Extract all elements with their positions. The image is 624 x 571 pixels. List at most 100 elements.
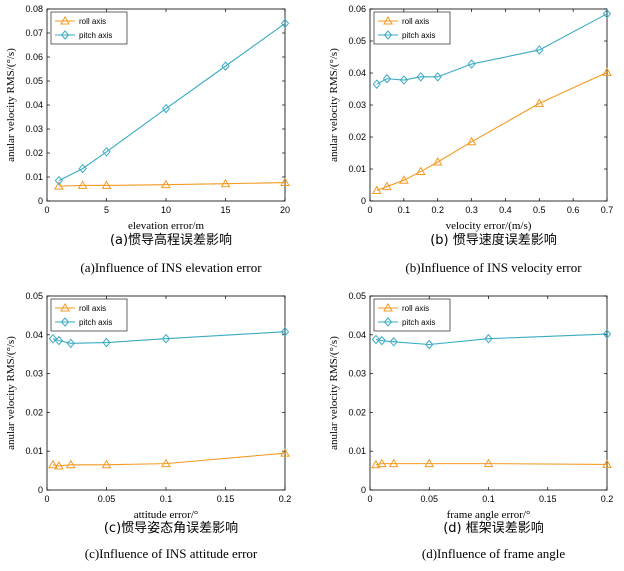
chart-panel-1: 0 0.1 0.2 0.3 0.4 0.5 0.6 0.7 0 0.01 0.02 0.03 0.04 0…	[328, 4, 613, 275]
pitch-axis-point	[102, 337, 111, 348]
roll-axis-point	[534, 98, 545, 107]
caption-english: (b)Influence of INS velocity error	[405, 260, 582, 275]
roll-axis-point	[101, 180, 112, 189]
legend: roll axis pitch axis	[50, 11, 128, 45]
legend-marker-triangle	[60, 15, 70, 25]
pitch-axis-point	[280, 18, 290, 29]
y-tick-label: 0.06	[25, 52, 43, 62]
pitch-axis-point	[389, 337, 398, 347]
x-tick-label: 0.7	[601, 205, 614, 215]
y-axis-label: anular velocity RMS/(°/s)	[5, 48, 17, 162]
series-line-roll-axis	[376, 71, 608, 191]
pitch-axis-point	[78, 163, 87, 174]
legend: roll axis pitch axis	[50, 298, 128, 332]
x-tick-label: 0.05	[98, 494, 116, 504]
pitch-axis-point	[425, 339, 434, 350]
roll-axis-point	[415, 166, 426, 176]
series-line-roll-axis	[375, 463, 608, 466]
y-tick-label: 0.01	[25, 172, 43, 182]
chart-panel-0: 0 5 10 15 20 0 0.01 0.02 0.03 0.04 0.05 0.06 0.07 0.0…	[5, 4, 290, 275]
legend-label: pitch axis	[402, 318, 435, 327]
caption-english: (a)Influence of INS elevation error	[80, 260, 262, 275]
y-tick-label: 0.07	[25, 28, 43, 38]
roll-axis-point	[48, 459, 58, 469]
caption-chinese: (b) 惯导速度误差影响	[430, 232, 557, 248]
x-tick-label: 5	[104, 205, 109, 215]
y-tick-label: 0.02	[348, 407, 366, 417]
y-tick-label: 0.03	[348, 100, 366, 110]
pitch-axis-point	[484, 333, 493, 344]
legend-box	[373, 11, 451, 45]
x-tick-label: 0	[367, 494, 372, 504]
legend-box	[50, 298, 128, 332]
x-axis-label: frame angle error/°	[447, 509, 531, 521]
pitch-axis-point	[54, 175, 64, 186]
x-tick-label: 0.3	[465, 205, 478, 215]
legend-label: pitch axis	[79, 31, 112, 40]
x-tick-label: 0	[44, 494, 49, 504]
series-line-pitch-axis	[58, 22, 286, 182]
y-tick-label: 0.02	[25, 148, 43, 158]
legend-marker-diamond	[60, 317, 70, 327]
roll-axis-point	[371, 459, 381, 469]
y-tick-label: 0.05	[25, 76, 43, 86]
roll-axis-point	[424, 458, 435, 468]
x-tick-label: 0.15	[217, 494, 235, 504]
legend-label: roll axis	[402, 17, 429, 26]
series-line-roll-axis	[52, 452, 286, 467]
roll-axis-point	[382, 181, 392, 191]
pitch-axis-point	[399, 75, 409, 85]
x-tick-label: 20	[280, 205, 290, 215]
legend-marker-diamond	[60, 30, 70, 40]
x-tick-label: 15	[220, 205, 230, 215]
pitch-axis-point	[280, 326, 290, 337]
x-axis-label: velocity error/(m/s)	[446, 220, 532, 232]
legend-label: roll axis	[402, 304, 429, 313]
x-tick-label: 0.6	[567, 205, 580, 215]
x-tick-label: 10	[161, 205, 171, 215]
series-line-pitch-axis	[375, 333, 608, 346]
caption-chinese: (a)惯导高程误差影响	[110, 232, 232, 248]
roll-axis-point	[220, 178, 231, 188]
roll-axis-point	[101, 459, 112, 469]
pitch-axis-point	[433, 72, 442, 82]
roll-axis-point	[388, 458, 399, 468]
y-axis-label: anular velocity RMS/(°/s)	[328, 48, 340, 162]
y-tick-label: 0.02	[348, 132, 366, 142]
legend-label: pitch axis	[402, 31, 435, 40]
roll-axis-point	[65, 459, 76, 469]
y-axis-label: anular velocity RMS/(°/s)	[328, 336, 340, 450]
pitch-axis-point	[48, 333, 58, 344]
y-tick-label: 0.05	[348, 36, 366, 46]
y-tick-label: 0.01	[348, 164, 366, 174]
legend: roll axis pitch axis	[373, 11, 451, 45]
legend-label: roll axis	[79, 17, 106, 26]
legend-marker-triangle	[383, 15, 393, 25]
series-line-pitch-axis	[52, 331, 286, 344]
pitch-axis-point	[372, 79, 381, 89]
pitch-axis-point	[161, 103, 171, 114]
pitch-axis-point	[371, 334, 381, 345]
y-tick-label: 0.03	[348, 369, 366, 379]
pitch-axis-point	[602, 329, 612, 339]
y-tick-label: 0	[38, 196, 43, 206]
x-tick-label: 0.2	[279, 494, 292, 504]
y-tick-label: 0	[361, 196, 366, 206]
roll-axis-point	[280, 177, 290, 187]
roll-axis-point	[483, 458, 494, 468]
y-tick-label: 0.04	[25, 330, 43, 340]
x-tick-label: 0.2	[601, 494, 614, 504]
pitch-axis-point	[377, 335, 387, 346]
legend-box	[373, 298, 451, 332]
pitch-axis-point	[54, 335, 64, 346]
roll-axis-point	[371, 185, 382, 194]
y-tick-label: 0.06	[348, 4, 366, 14]
pitch-axis-point	[66, 338, 75, 349]
roll-axis-point	[77, 180, 88, 189]
y-tick-label: 0	[38, 485, 43, 495]
pitch-axis-point	[535, 45, 544, 55]
x-tick-label: 0	[367, 205, 372, 215]
y-axis-label: anular velocity RMS/(°/s)	[5, 336, 17, 450]
legend-marker-diamond	[383, 30, 393, 40]
